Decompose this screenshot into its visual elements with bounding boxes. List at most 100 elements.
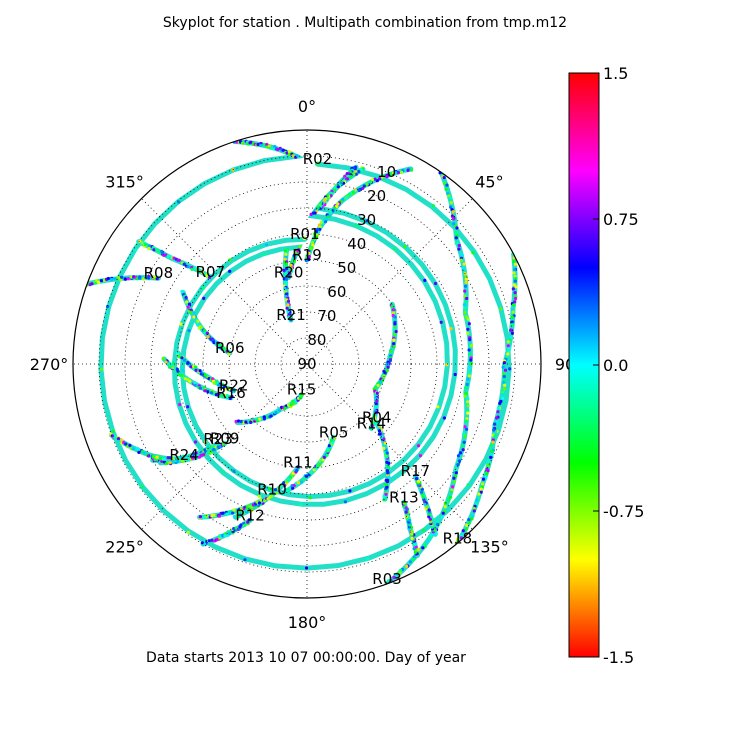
multipath-point: [421, 546, 425, 550]
multipath-point: [513, 300, 517, 304]
multipath-point: [120, 275, 124, 279]
multipath-point: [216, 445, 220, 449]
multipath-point: [408, 518, 412, 522]
multipath-point: [259, 498, 263, 502]
elevation-labels: 10 20 30 40 50 60 70 80 90: [297, 163, 396, 373]
multipath-point: [292, 483, 296, 487]
multipath-point: [228, 387, 232, 391]
multipath-point: [283, 257, 287, 261]
multipath-point: [284, 277, 288, 282]
multipath-point: [314, 230, 318, 234]
multipath-point: [247, 504, 251, 508]
multipath-point: [164, 253, 168, 257]
satellite-label: R23: [203, 430, 233, 448]
multipath-point: [302, 236, 306, 241]
multipath-point: [379, 435, 383, 439]
multipath-point: [271, 147, 275, 151]
multipath-point: [442, 416, 446, 420]
multipath-point: [155, 277, 159, 281]
multipath-point: [135, 446, 139, 450]
multipath-point: [447, 498, 451, 502]
multipath-point: [459, 258, 463, 262]
multipath-point: [187, 302, 192, 306]
multipath-point: [218, 346, 222, 350]
multipath-point: [232, 388, 236, 392]
multipath-point: [507, 349, 511, 353]
multipath-point: [461, 529, 465, 533]
multipath-point: [461, 448, 465, 452]
elevation-tick-label: 20: [367, 187, 386, 205]
multipath-point: [415, 477, 419, 481]
multipath-point: [221, 470, 226, 474]
multipath-point: [414, 545, 418, 549]
multipath-point: [282, 481, 286, 485]
multipath-point: [386, 579, 390, 583]
multipath-point: [499, 307, 503, 311]
multipath-point: [445, 183, 449, 187]
multipath-point: [278, 485, 282, 489]
multipath-point: [496, 410, 500, 414]
multipath-point: [463, 434, 467, 438]
multipath-point: [503, 383, 507, 387]
elevation-ring: [124, 181, 490, 547]
multipath-point: [181, 368, 185, 372]
multipath-point: [317, 223, 321, 227]
multipath-point: [431, 204, 435, 208]
multipath-point: [375, 179, 379, 183]
multipath-point: [383, 441, 387, 445]
multipath-point: [151, 275, 155, 279]
multipath-point: [467, 521, 471, 525]
satellite-label: R04: [362, 408, 392, 426]
multipath-point: [369, 180, 373, 184]
satellite-label: R10: [257, 481, 287, 499]
multipath-point: [502, 387, 506, 391]
satellite-label: R16: [216, 384, 246, 402]
multipath-point: [370, 424, 374, 428]
multipath-point: [471, 251, 475, 255]
multipath-point: [270, 494, 274, 498]
elevation-tick-label: 40: [347, 235, 366, 253]
multipath-point: [348, 489, 352, 493]
multipath-point: [392, 342, 396, 346]
multipath-point: [223, 534, 227, 538]
multipath-point: [182, 358, 187, 362]
multipath-point: [283, 406, 287, 410]
multipath-point: [239, 507, 243, 511]
multipath-point: [240, 141, 245, 145]
multipath-point: [492, 428, 496, 432]
multipath-point: [241, 511, 245, 515]
multipath-point: [386, 478, 390, 482]
multipath-point: [378, 432, 382, 436]
multipath-point: [206, 446, 210, 450]
multipath-point: [225, 349, 229, 353]
multipath-point: [195, 323, 200, 327]
multipath-point: [423, 543, 427, 547]
multipath-point: [186, 361, 190, 365]
multipath-point: [123, 277, 127, 281]
multipath-point: [231, 168, 235, 172]
multipath-point: [262, 252, 266, 256]
multipath-point: [373, 177, 377, 181]
multipath-point: [506, 340, 510, 344]
multipath-point: [220, 382, 224, 386]
multipath-point: [329, 210, 333, 214]
multipath-point: [113, 277, 117, 281]
multipath-point: [258, 417, 262, 421]
track-R12: [200, 517, 253, 547]
polar-grid: [72, 129, 542, 599]
multipath-point: [439, 320, 443, 324]
multipath-point: [283, 249, 287, 253]
multipath-point: [393, 315, 397, 319]
multipath-point: [287, 313, 291, 317]
multipath-point: [277, 408, 281, 412]
multipath-point: [391, 311, 396, 315]
multipath-point: [412, 555, 416, 559]
multipath-point: [361, 186, 365, 190]
multipath-point: [453, 372, 457, 377]
multipath-point: [457, 243, 461, 248]
track-band: [384, 169, 473, 587]
multipath-point: [468, 352, 472, 356]
satellite-tracks: [84, 139, 518, 587]
multipath-point: [117, 275, 121, 280]
multipath-point: [465, 417, 469, 421]
